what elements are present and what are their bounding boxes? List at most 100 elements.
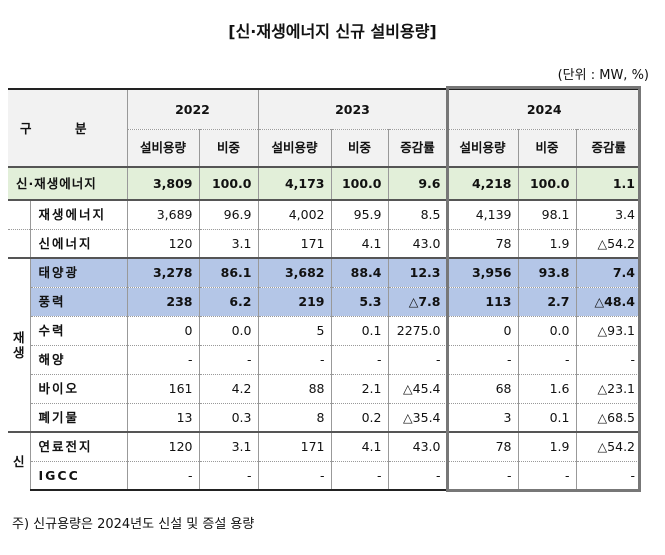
cell-value: 3,689 xyxy=(126,199,199,229)
cell-value: 0 xyxy=(446,315,518,345)
cell-value: 113 xyxy=(446,286,518,316)
cell-value: - xyxy=(330,460,388,491)
cell-value: 3,956 xyxy=(446,257,518,287)
cell-value: 88 xyxy=(257,373,331,403)
cell-value: 0.3 xyxy=(198,402,258,432)
cell-value: 171 xyxy=(257,431,331,461)
cell-value: - xyxy=(126,460,199,491)
header-2022-capacity: 설비용량 xyxy=(126,128,199,167)
cell-value: 3,278 xyxy=(126,257,199,287)
cell-value: 0 xyxy=(126,315,199,345)
cell-value: 120 xyxy=(126,228,199,258)
row-label: 바이오 xyxy=(29,373,127,403)
header-2024-change: 증감률 xyxy=(575,128,641,167)
cell-value: 98.1 xyxy=(517,199,576,229)
cell-value: 5.3 xyxy=(330,286,388,316)
cell-value: 4,173 xyxy=(257,166,331,201)
table-row: 바이오 161 4.2 88 2.1 △45.4 68 1.6 △23.1 xyxy=(8,373,641,403)
cell-value: 1.6 xyxy=(517,373,576,403)
cell-value: - xyxy=(575,460,641,491)
cell-value: 43.0 xyxy=(387,431,447,461)
cell-value: △68.5 xyxy=(575,402,641,432)
cell-value: 3 xyxy=(446,402,518,432)
row-label: 연료전지 xyxy=(29,431,127,461)
header-2024-share: 비중 xyxy=(517,128,576,167)
table-row: IGCC - - - - - - - - xyxy=(8,460,641,491)
header-category: 구 분 xyxy=(8,88,127,167)
row-label: 태양광 xyxy=(29,257,127,287)
cell-value: 3.4 xyxy=(575,199,641,229)
cell-value: - xyxy=(257,460,331,491)
cell-value: 12.3 xyxy=(387,257,447,287)
cell-value: 100.0 xyxy=(330,166,388,201)
row-label: 신에너지 xyxy=(29,228,127,258)
table-row: 해양 - - - - - - - - xyxy=(8,344,641,374)
group-empty xyxy=(8,199,30,229)
cell-value: 3.1 xyxy=(198,431,258,461)
cell-value: 1.9 xyxy=(517,228,576,258)
cell-value: 3,682 xyxy=(257,257,331,287)
cell-value: 93.8 xyxy=(517,257,576,287)
group-empty xyxy=(8,228,30,258)
cell-value: - xyxy=(446,460,518,491)
cell-value: 5 xyxy=(257,315,331,345)
cell-value: - xyxy=(387,344,447,374)
cell-value: 0.2 xyxy=(330,402,388,432)
cell-value: 219 xyxy=(257,286,331,316)
cell-value: 95.9 xyxy=(330,199,388,229)
cell-value: 2275.0 xyxy=(387,315,447,345)
cell-value: 8 xyxy=(257,402,331,432)
cell-value: 161 xyxy=(126,373,199,403)
cell-value: △48.4 xyxy=(575,286,641,316)
row-label: 신·재생에너지 xyxy=(8,166,127,201)
cell-value: - xyxy=(257,344,331,374)
cell-value: - xyxy=(517,344,576,374)
cell-value: 78 xyxy=(446,431,518,461)
unit-label: (단위 : MW, %) xyxy=(557,68,649,83)
cell-value: 4.2 xyxy=(198,373,258,403)
cell-value: 9.6 xyxy=(387,166,447,201)
cell-value: 0.0 xyxy=(517,315,576,345)
table-title: [신·재생에너지 신규 설비용량] xyxy=(228,22,437,41)
group-renewable: 재생 xyxy=(8,257,30,432)
cell-value: 2.1 xyxy=(330,373,388,403)
cell-value: 4,218 xyxy=(446,166,518,201)
cell-value: 78 xyxy=(446,228,518,258)
cell-value: 1.9 xyxy=(517,431,576,461)
cell-value: 238 xyxy=(126,286,199,316)
cell-value: - xyxy=(446,344,518,374)
row-label: 재생에너지 xyxy=(29,199,127,229)
table-row: 재생에너지 3,689 96.9 4,002 95.9 8.5 4,139 98.1 3.4 xyxy=(8,199,641,229)
row-label: 해양 xyxy=(29,344,127,374)
cell-value: △7.8 xyxy=(387,286,447,316)
cell-value: 120 xyxy=(126,431,199,461)
header-year-2023: 2023 xyxy=(257,88,447,129)
cell-value: 96.9 xyxy=(198,199,258,229)
row-label: 폐기물 xyxy=(29,402,127,432)
cell-value: 4.1 xyxy=(330,228,388,258)
cell-value: 3,809 xyxy=(126,166,199,201)
cell-value: 86.1 xyxy=(198,257,258,287)
cell-value: - xyxy=(126,344,199,374)
cell-value: △93.1 xyxy=(575,315,641,345)
cell-value: 6.2 xyxy=(198,286,258,316)
cell-value: 171 xyxy=(257,228,331,258)
cell-value: 3.1 xyxy=(198,228,258,258)
header-2023-share: 비중 xyxy=(330,128,388,167)
cell-value: - xyxy=(330,344,388,374)
cell-value: 7.4 xyxy=(575,257,641,287)
table-row: 폐기물 13 0.3 8 0.2 △35.4 3 0.1 △68.5 xyxy=(8,402,641,432)
cell-value: - xyxy=(198,460,258,491)
row-label: IGCC xyxy=(29,460,127,491)
cell-value: △35.4 xyxy=(387,402,447,432)
cell-value: 0.0 xyxy=(198,315,258,345)
cell-value: 4.1 xyxy=(330,431,388,461)
table-row: 신에너지 120 3.1 171 4.1 43.0 78 1.9 △54.2 xyxy=(8,228,641,258)
cell-value: 88.4 xyxy=(330,257,388,287)
table-row: 수력 0 0.0 5 0.1 2275.0 0 0.0 △93.1 xyxy=(8,315,641,345)
group-new: 신 xyxy=(8,431,30,490)
cell-value: 8.5 xyxy=(387,199,447,229)
cell-value: 1.1 xyxy=(575,166,641,201)
header-2024-capacity: 설비용량 xyxy=(446,128,518,167)
cell-value: 100.0 xyxy=(517,166,576,201)
